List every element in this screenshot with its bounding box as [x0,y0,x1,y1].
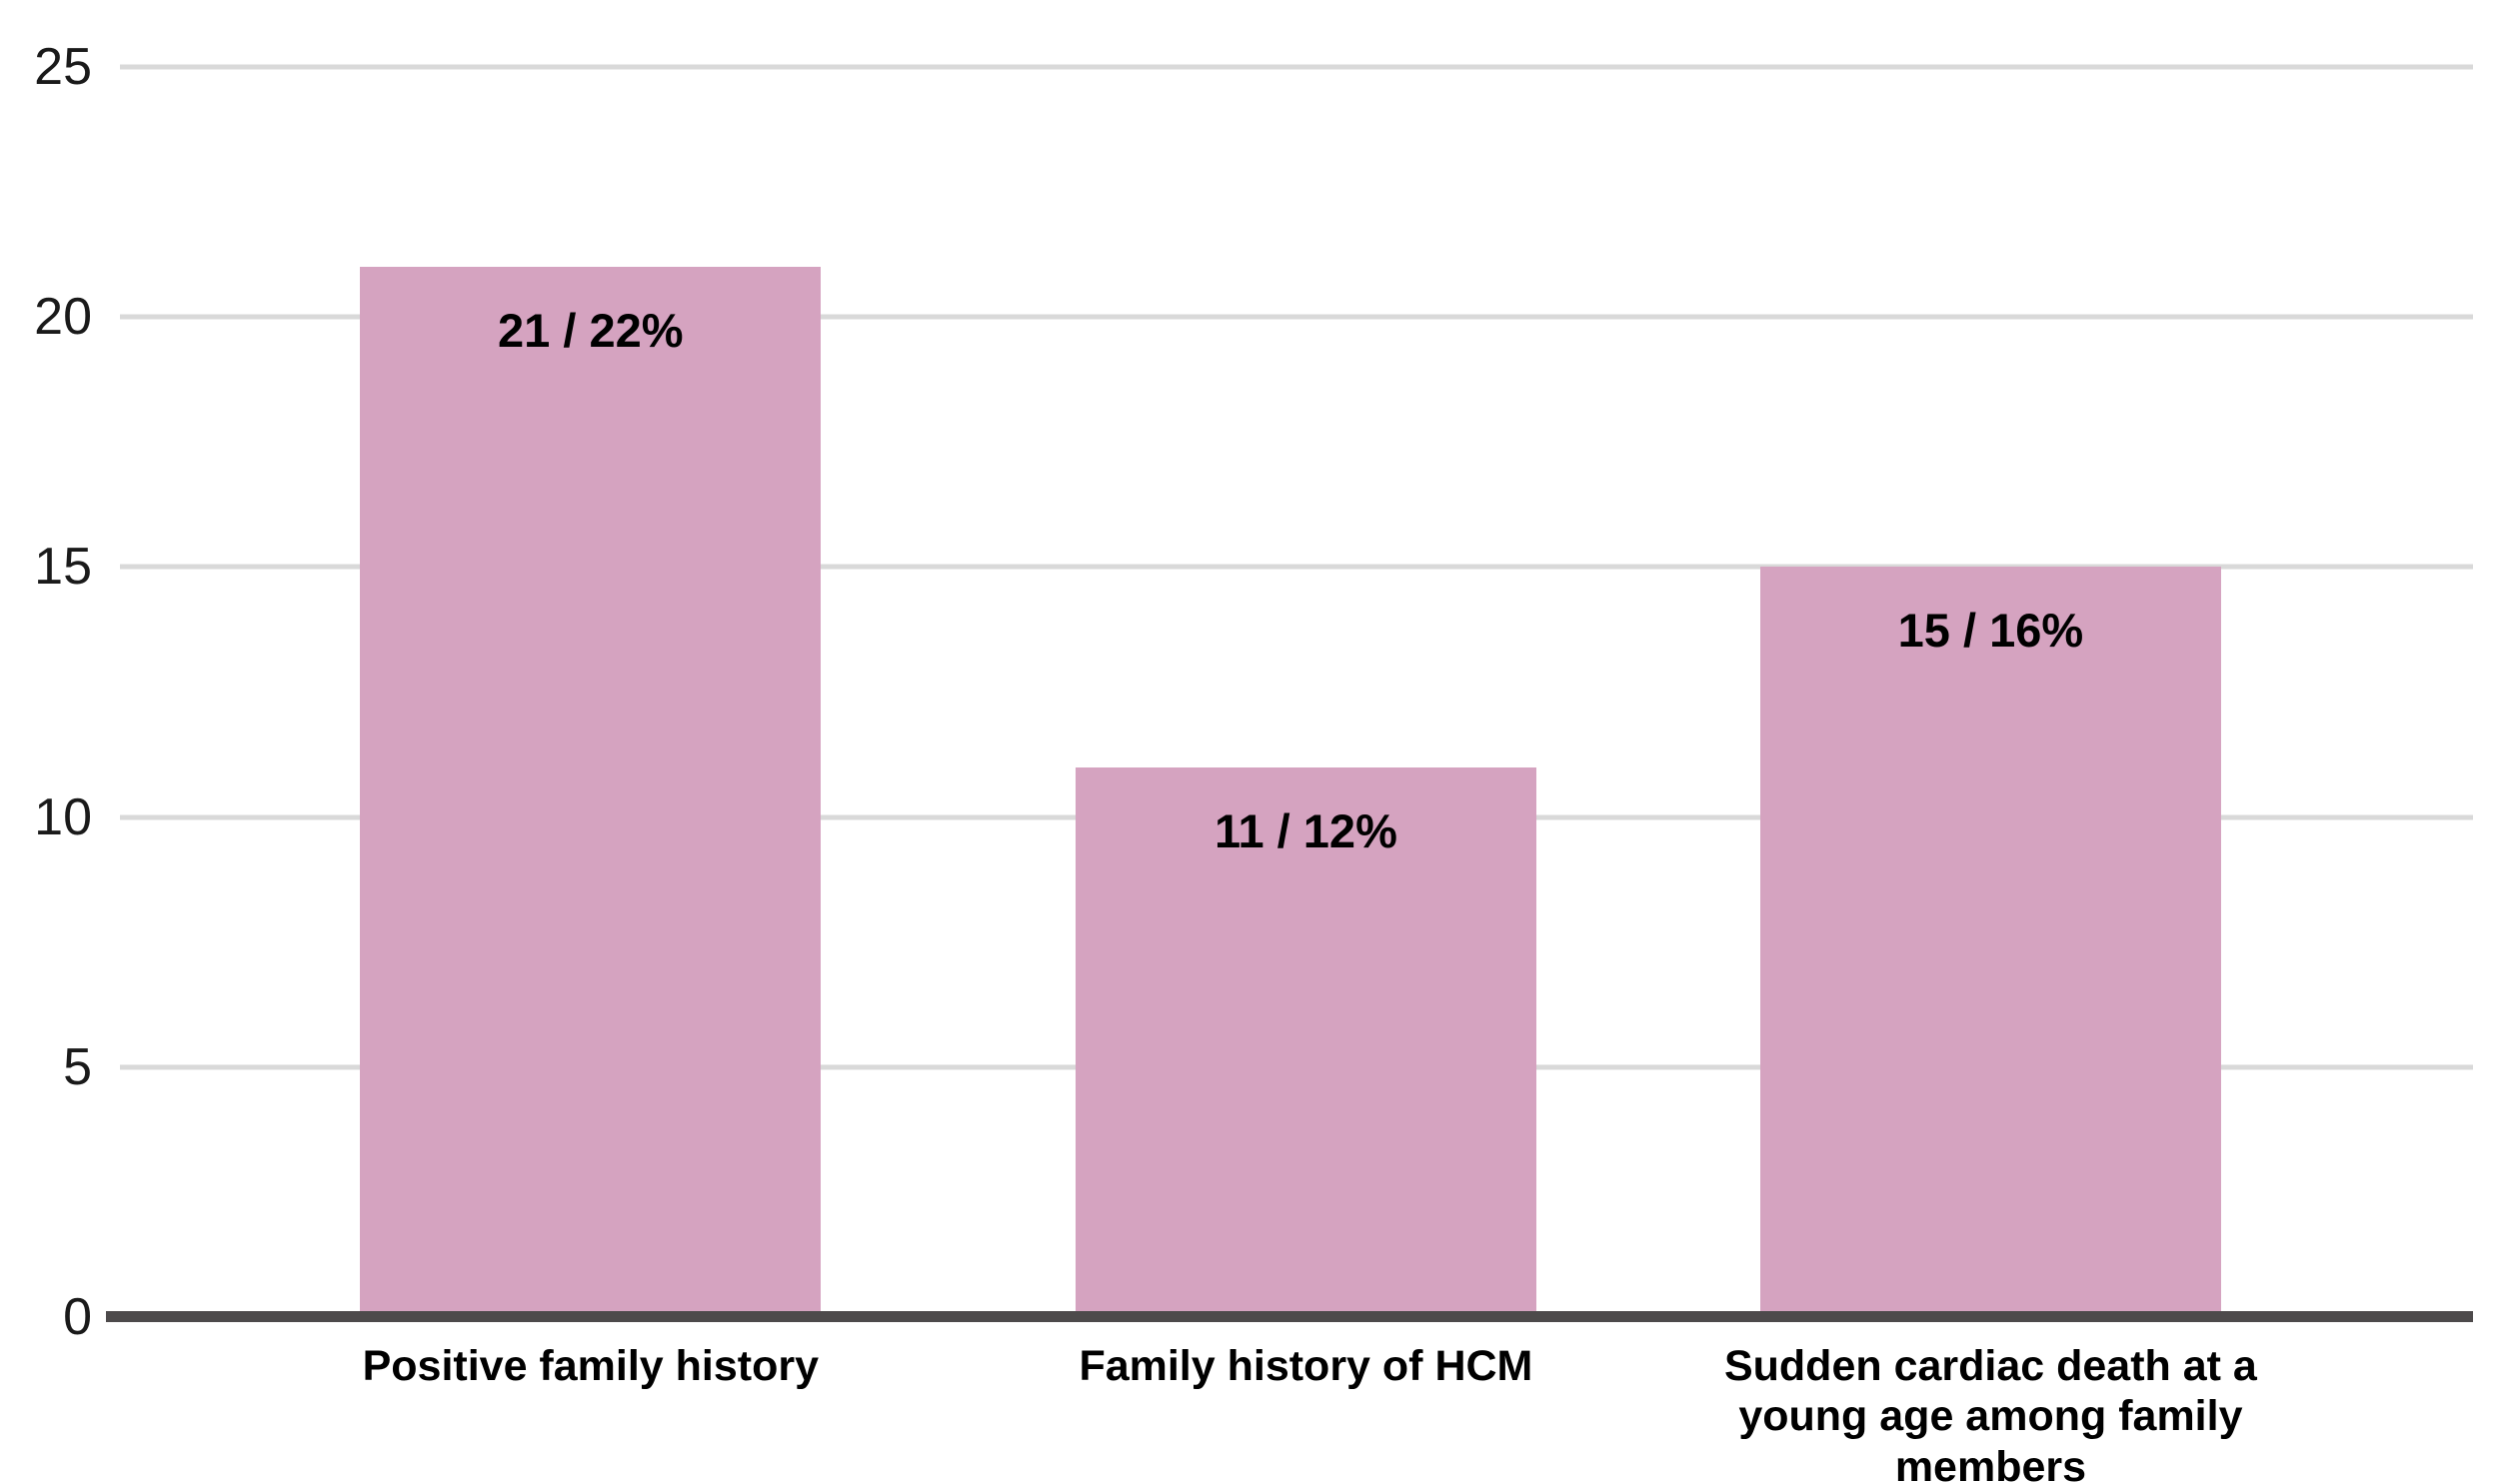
x-axis-category-label: Positive family history [362,1342,820,1390]
y-axis-tick-label: 15 [34,538,92,597]
y-axis-tick-label: 5 [63,1037,92,1096]
bar-value-label: 21 / 22% [498,304,684,358]
bar-3: 15 / 16% [1759,567,2222,1317]
y-axis: 0 5 10 15 20 25 [0,41,100,1343]
x-axis-category-label: Sudden cardiac death at a young age amon… [1723,1342,2257,1484]
y-axis-tick-label: 10 [34,787,92,846]
y-axis-tick-label: 20 [34,288,92,347]
bar-value-label: 15 / 16% [1897,604,2084,658]
bar-value-label: 11 / 12% [1214,803,1397,857]
y-axis-tick-label: 0 [63,1288,92,1346]
x-axis-category-label: Family history of HCM [1079,1342,1533,1390]
y-axis-tick-label: 25 [34,38,92,96]
x-axis-line [106,1311,2473,1322]
bar-1: 21 / 22% [360,267,822,1317]
gridline-y-25 [120,64,2473,70]
x-axis-category-labels: Positive family history Family history of… [120,1341,2473,1484]
plot-area: 21 / 22% 11 / 12% 15 / 16% [106,64,2473,1322]
gridline-y-20 [120,314,2473,320]
gridline-y-15 [120,564,2473,570]
bar-2: 11 / 12% [1075,766,1537,1317]
